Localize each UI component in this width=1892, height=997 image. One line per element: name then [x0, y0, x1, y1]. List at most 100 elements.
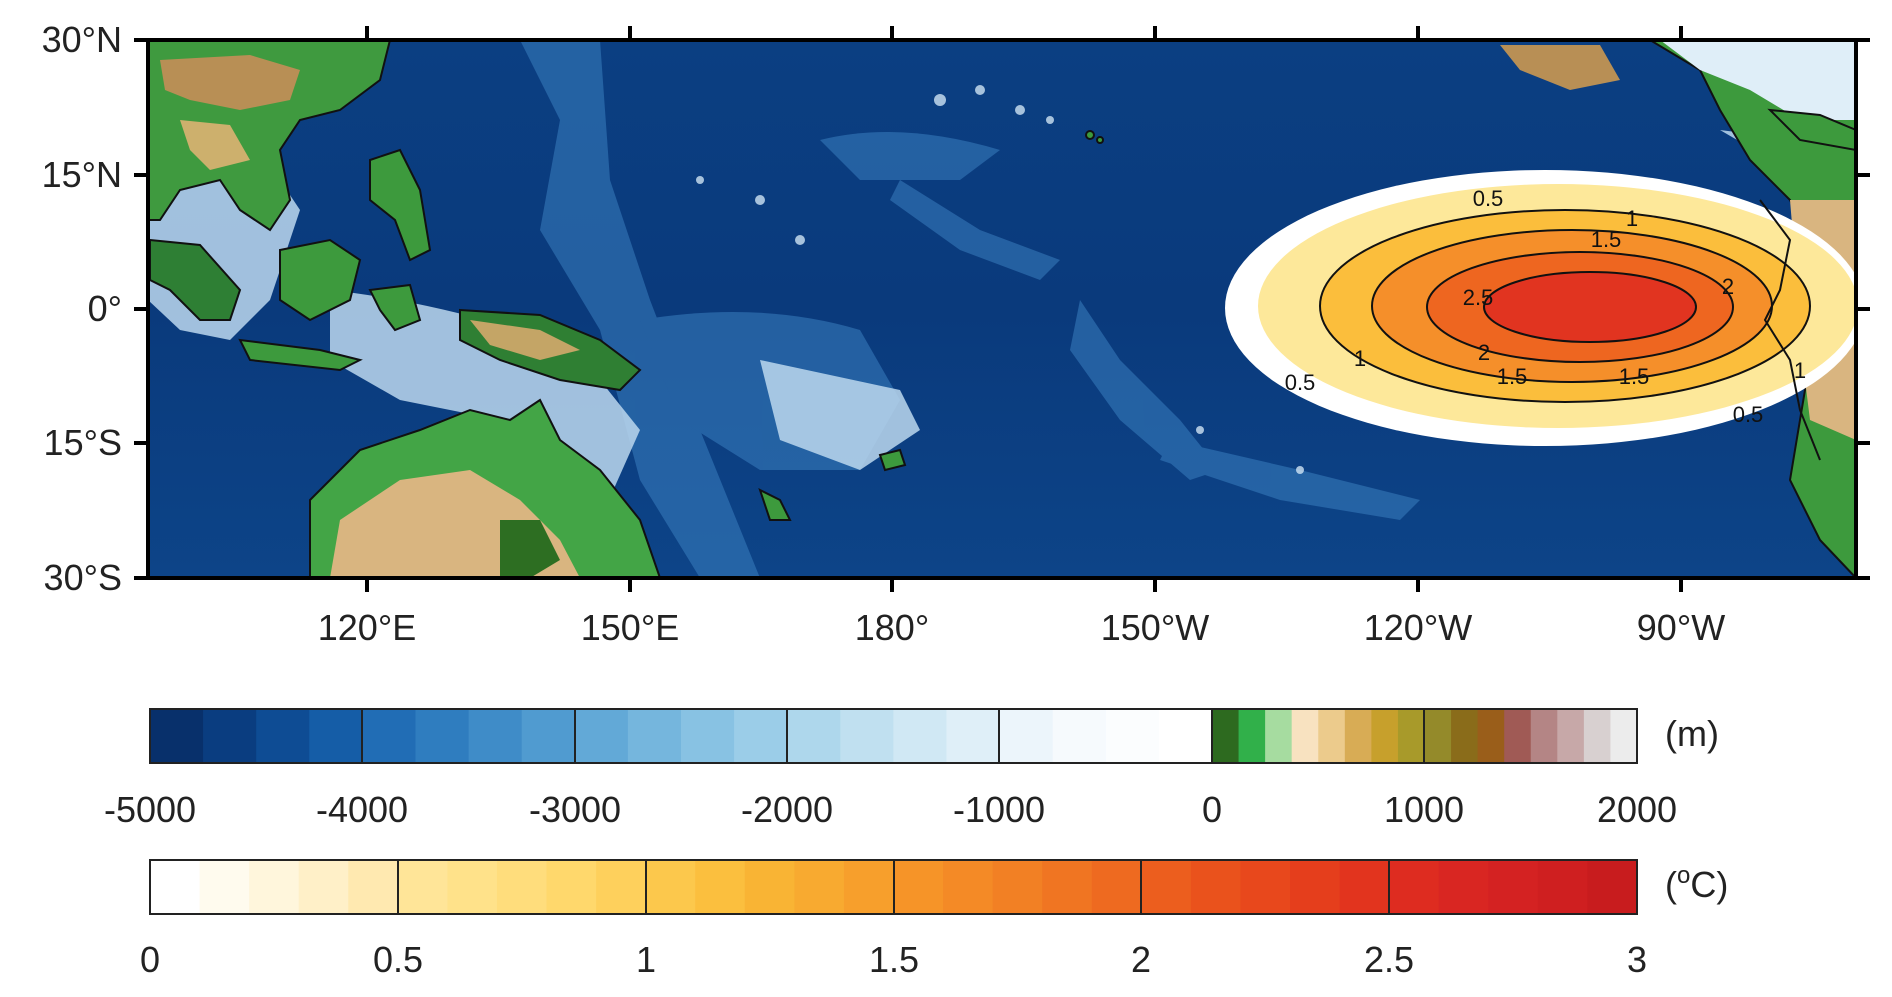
lon-label: 120°W [1364, 607, 1472, 648]
temperature-cell [1537, 860, 1589, 914]
temperature-tick-labels: 0 0.5 1 1.5 2 2.5 3 [140, 939, 1647, 980]
x-axis-labels: 120°E 150°E 180° 150°W 120°W 90°W [318, 607, 1725, 648]
elevation-ocean-cell [1105, 709, 1160, 763]
temperature-unit-degree: o [1677, 862, 1690, 889]
elevation-colorbar-frame [149, 708, 1638, 764]
anomaly-fill-2.5 [1483, 271, 1697, 343]
contour-label: 0.5 [1733, 402, 1764, 427]
temperature-cell [397, 860, 448, 914]
temperature-tick-label: 3 [1627, 939, 1647, 980]
elevation-ocean-cell [893, 709, 948, 763]
temperature-tick-label: 0 [140, 939, 160, 980]
elevation-ocean-cell [521, 709, 576, 763]
lon-label: 150°W [1101, 607, 1209, 648]
elevation-ocean-cell [150, 709, 204, 763]
lat-label: 30°S [44, 557, 122, 598]
elevation-ocean-cell [574, 709, 629, 763]
temperature-cell [794, 860, 845, 914]
elevation-ocean-cell [309, 709, 363, 763]
land-australia [309, 398, 662, 578]
temperature-tick-label: 0.5 [373, 939, 423, 980]
temperature-cell [1190, 860, 1242, 914]
elevation-land-cell [1583, 709, 1612, 763]
elevation-ocean-cell [787, 709, 841, 763]
temperature-cell [150, 860, 201, 914]
lon-label: 120°E [318, 607, 416, 648]
island-dots [696, 85, 1304, 474]
temperature-cell [1290, 860, 1341, 914]
elevation-land-cell [1530, 709, 1558, 763]
temperature-cell [943, 860, 994, 914]
elevation-ocean-cell [734, 709, 788, 763]
elevation-ocean-cell [362, 709, 417, 763]
elevation-ocean-cell [681, 709, 735, 763]
elevation-ocean-cell [999, 709, 1054, 763]
temperature-cell [1042, 860, 1093, 914]
temperature-cell [893, 860, 944, 914]
contour-label: 2 [1478, 340, 1490, 365]
temperature-cell [447, 860, 498, 914]
temperature-unit: (oC) [1665, 862, 1728, 905]
lat-label: 15°S [44, 422, 122, 463]
temperature-tick-label: 1 [636, 939, 656, 980]
elevation-tick-label: -2000 [741, 789, 833, 830]
elevation-land-cell [1424, 709, 1452, 763]
temperature-cell [1488, 860, 1539, 914]
contour-label: 1 [1626, 206, 1638, 231]
contour-label: 1.5 [1497, 364, 1528, 389]
elevation-land-cell [1504, 709, 1532, 763]
contour-label: 1.5 [1591, 227, 1622, 252]
elevation-land-cell [1238, 709, 1266, 763]
temperature-cell [596, 860, 647, 914]
contour-label: 2 [1722, 274, 1734, 299]
elevation-land-cell [1610, 709, 1638, 763]
temperature-cell [298, 860, 349, 914]
temperature-cell [992, 860, 1043, 914]
elevation-colorbar-cells [150, 709, 1638, 763]
temperature-cell [1389, 860, 1440, 914]
elevation-tick-label: -1000 [953, 789, 1045, 830]
elevation-tick-label: -5000 [104, 789, 196, 830]
elevation-ocean-cell [256, 709, 310, 763]
temperature-cell [1091, 860, 1142, 914]
elevation-tick-label: -3000 [529, 789, 621, 830]
temperature-tick-label: 1.5 [869, 939, 919, 980]
temperature-cell [645, 860, 696, 914]
sst-anomaly [1225, 170, 1856, 446]
coastline-south-america [1759, 199, 1821, 461]
elevation-land-cell [1371, 709, 1399, 763]
elevation-land-cell [1397, 709, 1426, 763]
temperature-tick-label: 2 [1131, 939, 1151, 980]
temperature-colorbar: (oC) 0 0.5 1 1.5 2 2.5 3 [140, 859, 1728, 980]
elevation-ocean-cell [203, 709, 257, 763]
temperature-cell [695, 860, 746, 914]
temperature-cell [348, 860, 399, 914]
elevation-land-cell [1344, 709, 1372, 763]
temperature-cell [843, 860, 895, 914]
land-asia [148, 40, 392, 321]
temperature-colorbar-dividers [397, 860, 1390, 914]
lon-label: 90°W [1637, 607, 1725, 648]
temperature-colorbar-cells [150, 860, 1638, 914]
elevation-tick-labels: -5000 -4000 -3000 -2000 -1000 0 1000 200… [104, 789, 1677, 830]
temperature-unit-suffix: C) [1690, 864, 1728, 905]
lat-label: 30°N [42, 19, 122, 60]
elevation-ocean-cell [1158, 709, 1213, 763]
elevation-tick-label: 2000 [1597, 789, 1677, 830]
temperature-cell [496, 860, 548, 914]
map-panel: 0.5 1 1.5 2 2.5 2 1.5 1.5 1 0.5 1 0.5 [42, 19, 1870, 648]
temperature-tick-label: 2.5 [1364, 939, 1414, 980]
elevation-tick-label: 1000 [1384, 789, 1464, 830]
contour-label: 0.5 [1285, 370, 1316, 395]
y-axis-labels: 30°N 15°N 0° 15°S 30°S [42, 19, 122, 598]
temperature-unit-prefix: ( [1665, 864, 1677, 905]
elevation-land-cell [1265, 709, 1293, 763]
lat-label: 0° [88, 288, 122, 329]
land-maritime [238, 148, 642, 392]
contour-label: 0.5 [1473, 186, 1504, 211]
temperature-cell [199, 860, 250, 914]
contour-label: 1.5 [1619, 364, 1650, 389]
contour-labels: 0.5 1 1.5 2 2.5 2 1.5 1.5 1 0.5 1 0.5 [1285, 186, 1806, 427]
contour-label: 2.5 [1463, 285, 1494, 310]
elevation-tick-label: -4000 [316, 789, 408, 830]
